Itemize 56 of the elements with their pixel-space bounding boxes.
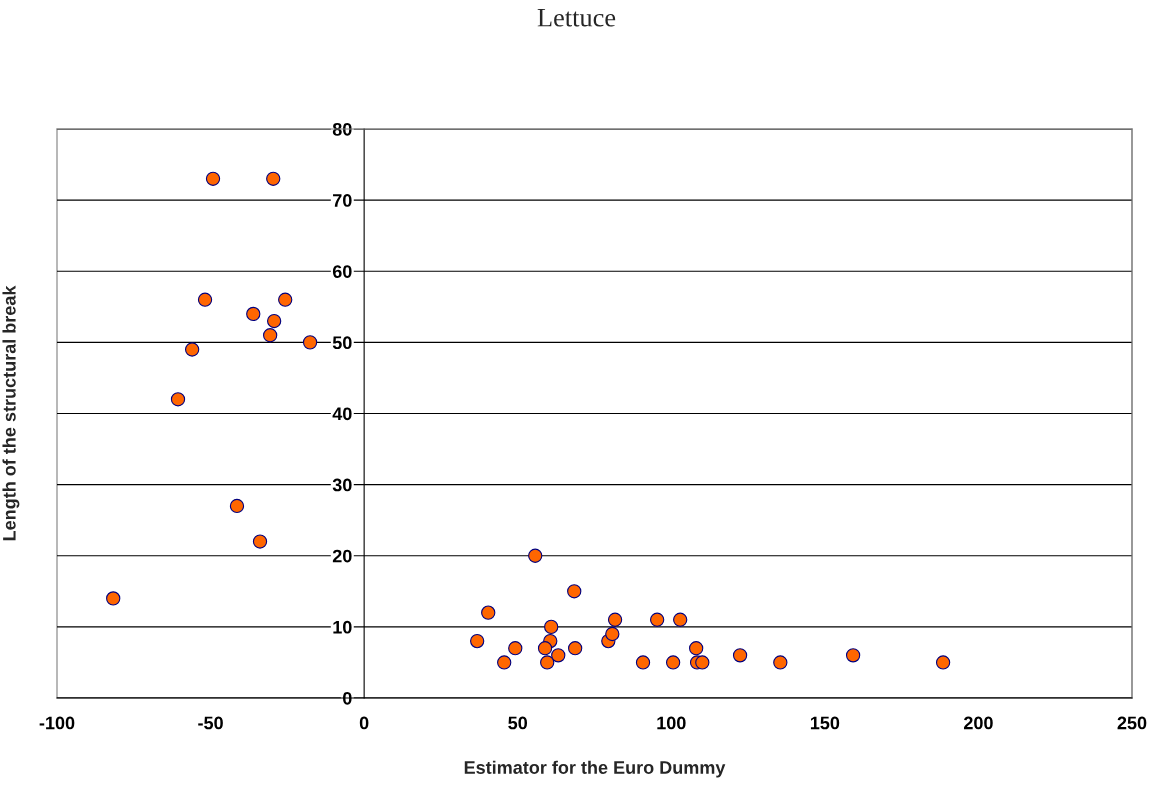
x-tick-label: -50 xyxy=(198,716,223,730)
y-axis-title: Length of the structural break xyxy=(2,285,20,541)
point xyxy=(537,641,553,656)
point xyxy=(508,641,523,656)
point xyxy=(528,548,543,563)
point xyxy=(689,641,704,656)
point xyxy=(568,641,583,656)
point xyxy=(263,328,278,343)
point xyxy=(185,342,200,357)
x-tick-label: 100 xyxy=(657,716,686,730)
point xyxy=(635,655,651,670)
point xyxy=(544,619,559,635)
point xyxy=(470,633,485,649)
x-tick-label: 0 xyxy=(359,716,369,730)
point xyxy=(607,612,623,627)
y-tick-label: 10 xyxy=(333,620,352,634)
point xyxy=(773,655,788,670)
y-tick-label: 40 xyxy=(332,407,352,421)
y-tick-label: 80 xyxy=(332,122,352,136)
point xyxy=(695,655,710,670)
point xyxy=(170,392,186,407)
point xyxy=(665,655,681,670)
point xyxy=(935,655,951,670)
y-tick-label: 30 xyxy=(332,478,352,492)
chart-title: Lettuce xyxy=(537,9,616,27)
point xyxy=(551,648,566,663)
point xyxy=(252,534,268,549)
point xyxy=(845,648,861,663)
point xyxy=(650,612,665,627)
point xyxy=(481,605,496,620)
y-tick-label: 20 xyxy=(332,549,352,563)
x-tick-label: 250 xyxy=(1117,716,1147,730)
point xyxy=(497,655,512,670)
y-tick-label: 50 xyxy=(332,336,352,350)
point xyxy=(567,584,582,599)
y-tick-label: 60 xyxy=(332,265,352,278)
point xyxy=(673,612,688,627)
point xyxy=(605,626,620,642)
point xyxy=(540,655,555,670)
point xyxy=(229,498,245,514)
x-tick-label: 150 xyxy=(810,716,840,730)
x-tick-label: -100 xyxy=(39,716,75,730)
x-tick-label: 50 xyxy=(508,716,528,730)
point xyxy=(246,306,261,322)
point xyxy=(205,171,221,186)
point xyxy=(197,292,213,307)
point xyxy=(266,171,281,186)
point xyxy=(732,648,748,663)
point xyxy=(302,335,318,350)
point xyxy=(106,591,121,606)
point xyxy=(278,292,293,307)
y-tick-label: 0 xyxy=(343,691,352,705)
point xyxy=(267,313,282,329)
x-tick-label: 200 xyxy=(963,716,993,730)
y-tick-label: 70 xyxy=(333,194,352,207)
x-axis-title: Estimator for the Euro Dummy xyxy=(464,760,726,778)
